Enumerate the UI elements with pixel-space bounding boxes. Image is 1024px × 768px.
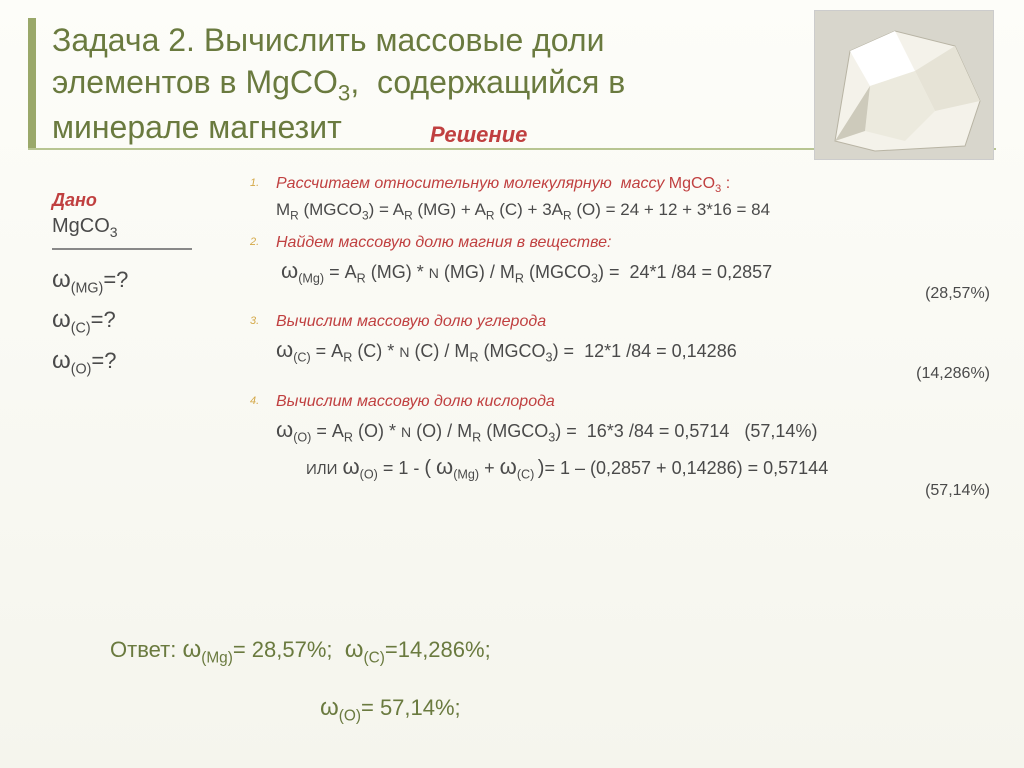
answer-line2: ω(O)= 57,14%; — [320, 694, 461, 725]
step-2: 2. Найдем массовую долю магния в веществ… — [250, 234, 990, 304]
step-calc: MR (MGCO3) = AR (MG) + AR (C) + 3AR (O) … — [276, 199, 990, 223]
step-omega: ω(O) = AR (O) * N (O) / MR (MGCO3) = 16*… — [276, 417, 990, 445]
step-number: 1. — [250, 177, 259, 189]
step-number: 3. — [250, 315, 259, 327]
step-label: Вычислим массовую долю углерода — [276, 313, 990, 331]
mineral-image — [814, 10, 994, 160]
step-pct2: (57,14%) — [276, 482, 990, 500]
step-number: 2. — [250, 236, 259, 248]
step-3: 3. Вычислим массовую долю углерода ω(C) … — [250, 313, 990, 383]
solution-label: Решение — [430, 122, 527, 148]
step-label: Найдем массовую долю магния в веществе: — [276, 234, 990, 252]
unknown-mg: ω(MG)=? — [52, 266, 222, 296]
step-number: 4. — [250, 395, 259, 407]
step-omega: ω(C) = AR (C) * N (C) / MR (MGCO3) = 12*… — [276, 337, 990, 365]
step-4: 4. Вычислим массовую долю кислорода ω(O)… — [250, 393, 990, 500]
given-divider — [52, 248, 192, 250]
step-1: 1. Рассчитаем относительную молекулярную… — [250, 175, 990, 224]
given-heading: Дано — [52, 190, 222, 211]
step-label: Вычислим массовую долю кислорода — [276, 393, 990, 411]
step-alt: ИЛИ ω(O) = 1 - ( ω(Mg) + ω(C) )= 1 – (0,… — [276, 454, 990, 482]
step-pct: (28,57%) — [276, 285, 990, 303]
slide-title: Задача 2. Вычислить массовые доли элемен… — [52, 20, 752, 149]
step-label: Рассчитаем относительную молекулярную ма… — [276, 175, 990, 195]
given-block: Дано MgCO3 ω(MG)=? ω(C)=? ω(O)=? — [52, 190, 222, 387]
given-formula: MgCO3 — [52, 215, 222, 240]
unknown-o: ω(O)=? — [52, 347, 222, 377]
step-pct: (14,286%) — [276, 365, 990, 383]
answer-line1: Ответ: ω(Mg)= 28,57%; ω(C)=14,286%; — [110, 636, 491, 667]
unknown-c: ω(C)=? — [52, 306, 222, 336]
accent-bar — [28, 18, 36, 148]
step-omega: ω(Mg) = AR (MG) * N (MG) / MR (MGCO3) = … — [276, 258, 990, 286]
solution-steps: 1. Рассчитаем относительную молекулярную… — [250, 175, 990, 510]
